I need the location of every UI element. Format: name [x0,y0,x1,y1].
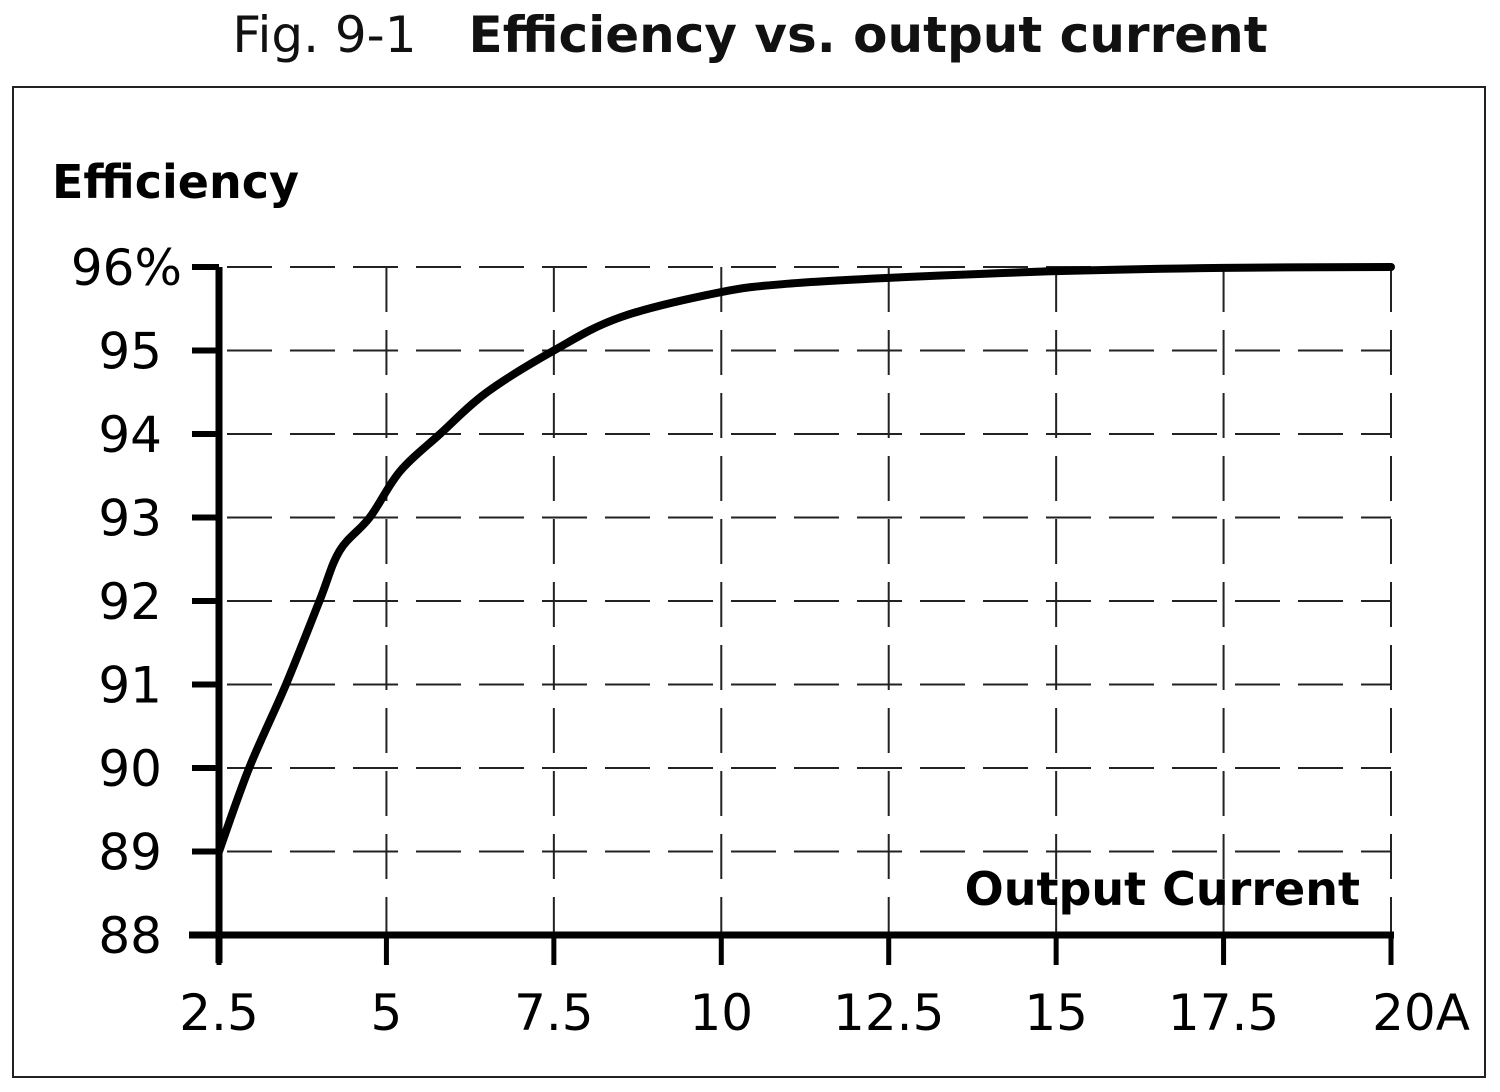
x-axis-title: Output Current [965,862,1360,916]
x-tick-labels: 2.5 5 7.5 10 12.5 15 17.5 20A [179,984,1470,1042]
figure-title: Fig. 9-1 Efficiency vs. output current [0,6,1500,64]
chart-frame [12,86,1486,1078]
y-tick-label: 88 [98,907,162,965]
y-tick-label: 89 [98,824,162,882]
x-tick-label: 7.5 [514,984,594,1042]
grid-lines [219,266,1392,935]
y-tick-label: 91 [98,657,162,715]
y-axis-title: Efficiency [52,155,299,209]
y-tick-label: 92 [98,573,162,631]
x-tick-label: 15 [1024,984,1088,1042]
x-tick-label: 5 [371,984,403,1042]
figure-number: Fig. 9-1 [232,6,417,64]
axes [189,264,1394,965]
y-tick-label: 95 [98,323,162,381]
y-tick-label: 96% [71,239,182,297]
x-tick-label: 17.5 [1168,984,1279,1042]
efficiency-curve [215,263,1395,856]
y-tick-label: 93 [98,490,162,548]
x-tick-label: 20A [1372,984,1470,1042]
y-tick-label: 94 [98,406,162,464]
x-tick-label: 2.5 [179,984,259,1042]
y-tick-label: 90 [98,740,162,798]
x-tick-label: 10 [689,984,753,1042]
x-tick-label: 12.5 [833,984,944,1042]
y-tick-labels: 88 89 90 91 92 93 94 95 96% [71,239,182,965]
figure-caption: Efficiency vs. output current [468,6,1268,64]
